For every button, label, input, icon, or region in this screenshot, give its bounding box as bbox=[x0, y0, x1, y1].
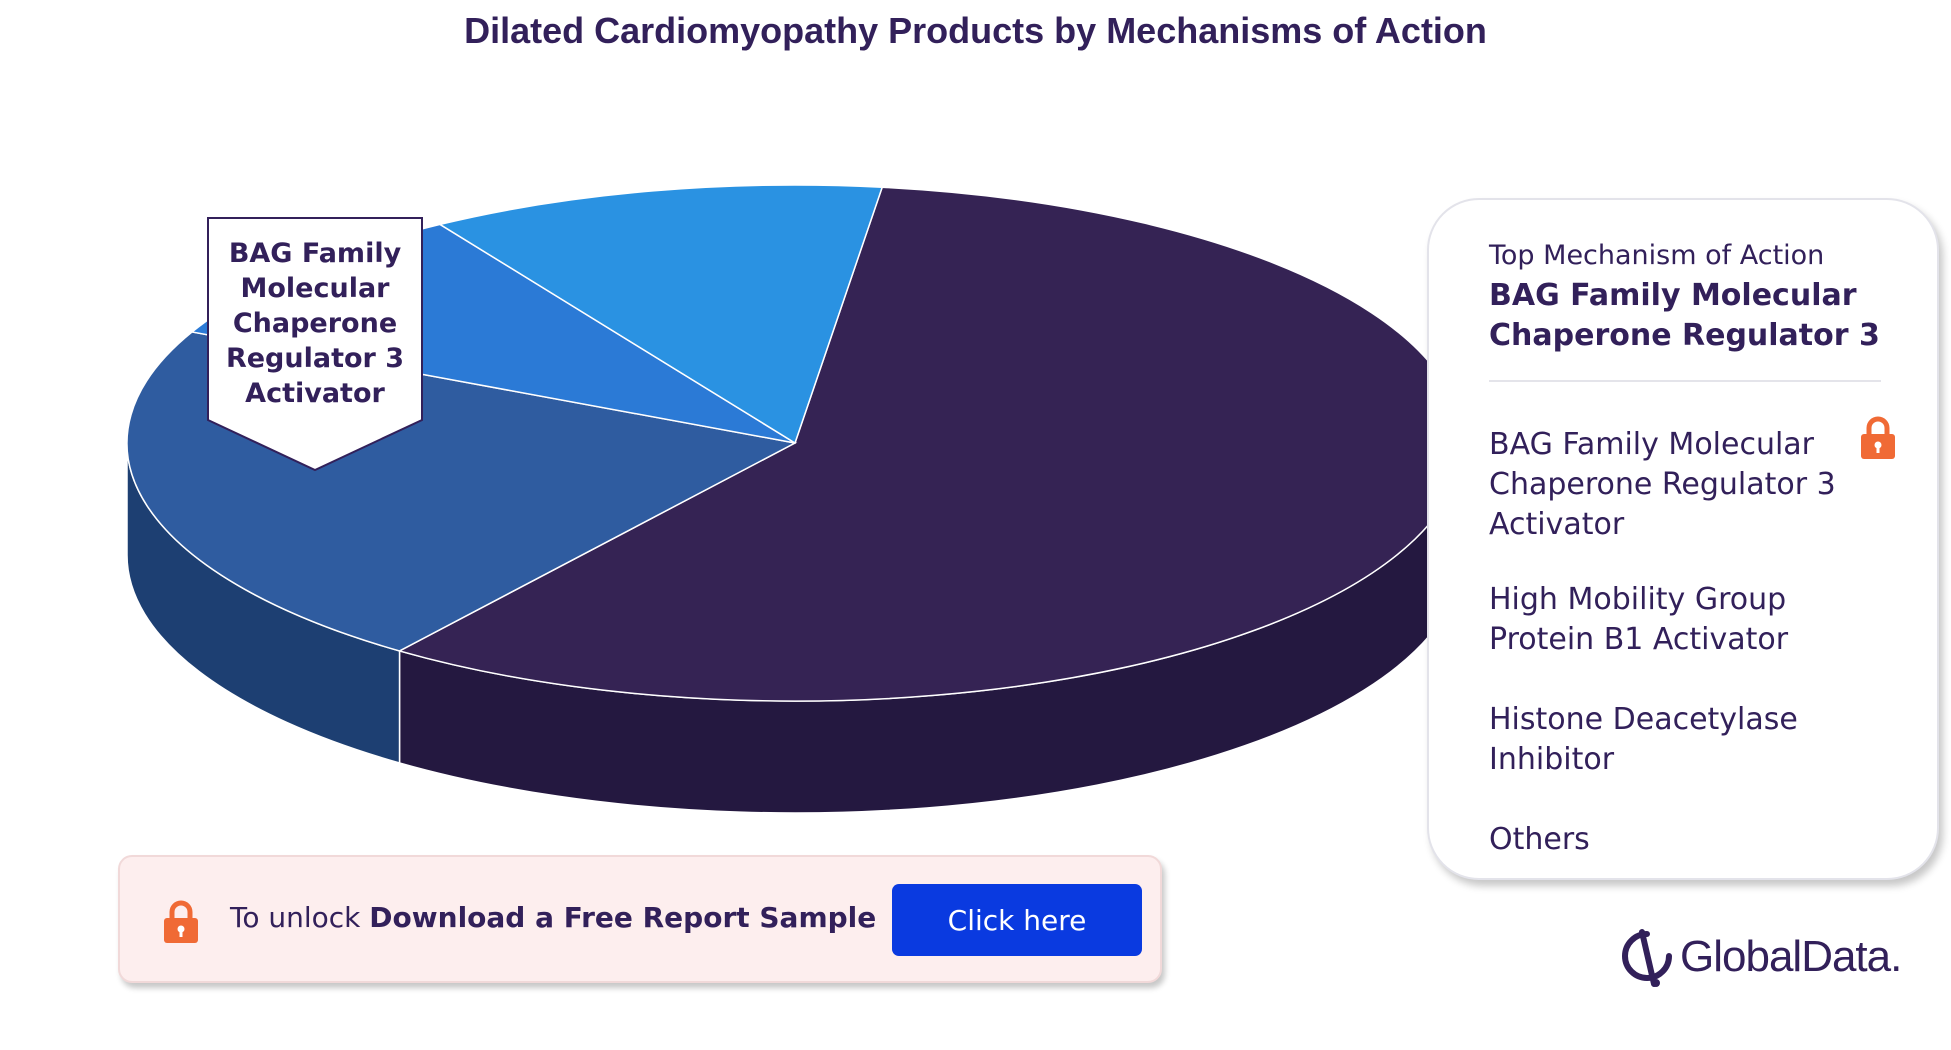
legend-divider bbox=[1489, 380, 1881, 382]
legend-item-1: BAG Family Molecular Chaperone Regulator… bbox=[1489, 427, 1836, 542]
legend-top-value: BAG Family Molecular Chaperone Regulator… bbox=[1489, 278, 1880, 353]
legend-item-4: Others bbox=[1489, 822, 1590, 857]
callout-label: BAG Family Molecular Chaperone Regulator… bbox=[225, 238, 405, 409]
legend-item-3: Histone Deacetylase Inhibitor bbox=[1489, 702, 1798, 777]
legend-item-2: High Mobility Group Protein B1 Activator bbox=[1489, 582, 1789, 657]
lock-icon bbox=[164, 900, 198, 943]
click-here-button[interactable]: Click here bbox=[892, 884, 1142, 956]
unlock-text: To unlock Download a Free Report Sample bbox=[230, 901, 876, 934]
unlock-link-text: Download a Free Report Sample bbox=[369, 901, 877, 934]
lock-icon bbox=[1861, 416, 1895, 459]
globaldata-logo-text: GlobalData. bbox=[1680, 932, 1902, 981]
unlock-banner: To unlock Download a Free Report Sample … bbox=[118, 855, 1162, 983]
pie-slice-1 bbox=[397, 186, 1464, 702]
pie-slice-4 bbox=[438, 184, 884, 445]
globaldata-logo-icon bbox=[1622, 929, 1672, 987]
chart-title: Dilated Cardiomyopathy Products by Mecha… bbox=[464, 10, 1487, 51]
legend-heading: Top Mechanism of Action bbox=[1489, 240, 1825, 271]
unlock-prefix: To unlock bbox=[230, 901, 361, 934]
legend-panel: Top Mechanism of Action BAG Family Molec… bbox=[1427, 198, 1939, 880]
